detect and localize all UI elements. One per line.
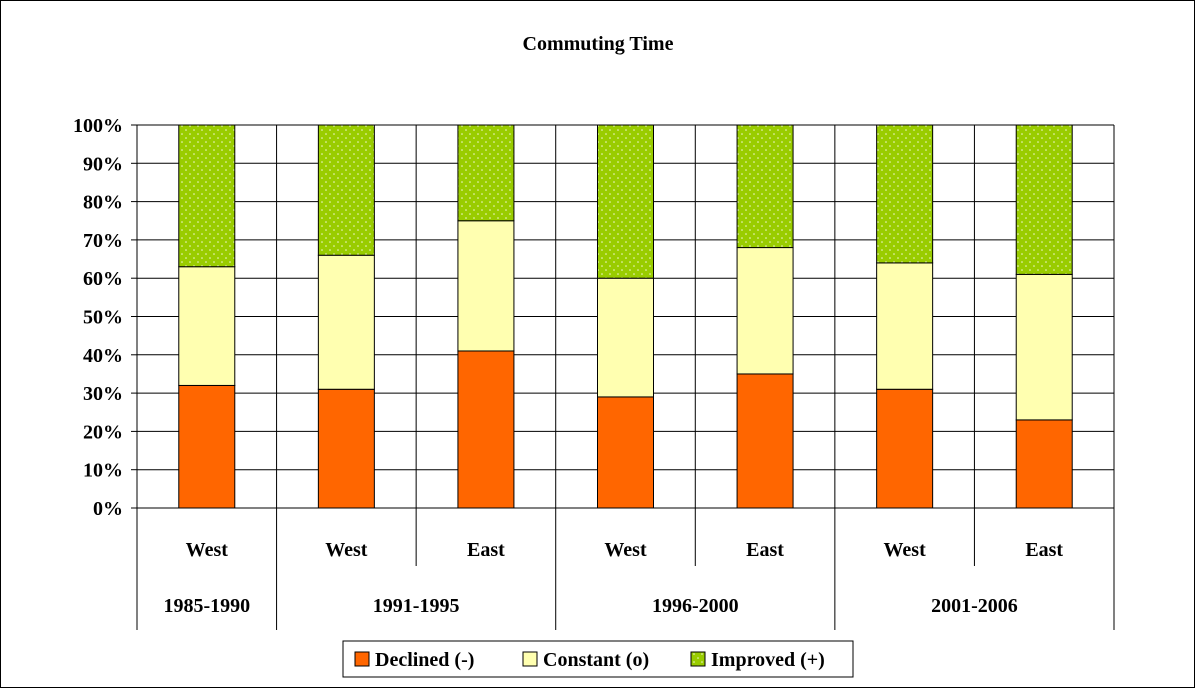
legend-swatch xyxy=(522,651,538,667)
y-tick-label: 50% xyxy=(83,307,123,329)
y-tick-label: 100% xyxy=(73,115,123,137)
bar-segment-constant xyxy=(597,277,654,398)
x-category-label: East xyxy=(1025,539,1063,561)
bar-segment-declined xyxy=(1015,419,1073,509)
bar-segment-improved xyxy=(178,124,236,268)
y-tick-label: 80% xyxy=(83,192,123,214)
bar-segment-declined xyxy=(178,384,236,509)
bar-segment-declined xyxy=(457,350,515,509)
bar-segment-constant xyxy=(457,220,515,352)
y-tick-label: 60% xyxy=(83,268,123,290)
chart-title: Commuting Time xyxy=(523,33,674,55)
x-category-label: West xyxy=(325,539,368,561)
bar-segment-improved xyxy=(597,124,654,279)
legend-label: Improved (+) xyxy=(711,649,825,671)
bar-segment-constant xyxy=(876,262,934,390)
legend-box xyxy=(342,640,854,678)
plot-area: 0% 10% 20% 30% 40% 50% 60% 70% 80% 90% 100% West Wes… xyxy=(73,115,1115,678)
y-tick-label: 40% xyxy=(83,345,123,367)
x-category-label: West xyxy=(186,539,229,561)
x-group-label: 1991-1995 xyxy=(373,595,460,617)
bar-segment-declined xyxy=(597,396,654,509)
bar-segment-improved xyxy=(1015,124,1073,275)
bar-segment-constant xyxy=(317,254,375,390)
bar-segment-improved xyxy=(876,124,934,264)
x-category-label: East xyxy=(746,539,784,561)
legend-label: Constant (o) xyxy=(543,649,649,671)
legend-label: Declined (-) xyxy=(375,649,474,671)
bar-segment-improved xyxy=(457,124,515,222)
legend: Declined (-) Constant (o) Improved (+) xyxy=(342,640,854,678)
bar-segment-declined xyxy=(876,388,934,509)
x-group-label: 1996-2000 xyxy=(652,595,739,617)
y-tick-label: 30% xyxy=(83,383,123,405)
x-category-label: West xyxy=(884,539,927,561)
bar-segment-constant xyxy=(736,247,794,375)
y-tick-label: 90% xyxy=(83,153,123,175)
x-group-label: 2001-2006 xyxy=(931,595,1018,617)
bar-segment-constant xyxy=(178,266,236,386)
y-tick-label: 0% xyxy=(93,498,123,520)
y-tick-label: 20% xyxy=(83,421,123,443)
x-category-label: East xyxy=(467,539,505,561)
x-category-label: West xyxy=(604,539,647,561)
bar-segment-improved xyxy=(736,124,794,249)
y-tick-label: 70% xyxy=(83,230,123,252)
bar-segment-improved xyxy=(317,124,375,256)
x-group-label: 1985-1990 xyxy=(163,595,250,617)
legend-swatch xyxy=(354,651,370,667)
bar-segment-constant xyxy=(1015,273,1073,421)
bar-segment-declined xyxy=(736,373,794,509)
y-tick-label: 10% xyxy=(83,460,123,482)
bar-segment-declined xyxy=(317,388,375,509)
legend-swatch xyxy=(690,651,706,667)
